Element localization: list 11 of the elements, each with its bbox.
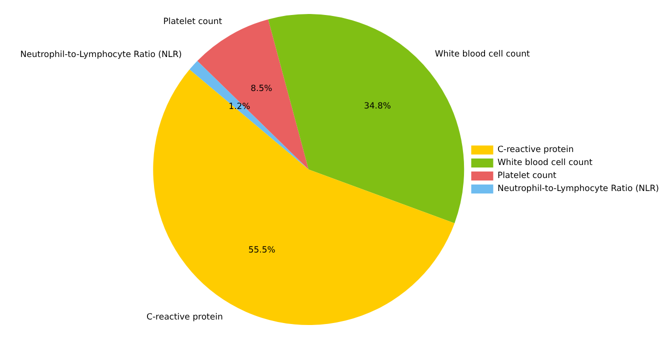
slice-label: White blood cell count [434, 49, 530, 60]
slice-label: C-reactive protein [146, 312, 223, 323]
legend-label: Neutrophil-to-Lymphocyte Ratio (NLR) [497, 184, 660, 194]
legend-label: White blood cell count [497, 158, 594, 168]
slice-label: Platelet count [163, 17, 223, 28]
legend-label: C-reactive protein [497, 145, 574, 156]
legend-label: Platelet count [497, 171, 558, 182]
data-label: 8.5% [250, 84, 272, 94]
slice-label: Neutrophil-to-Lymphocyte Ratio (NLR) [20, 50, 182, 60]
data-label: 55.5% [248, 245, 276, 256]
data-label: 34.8% [364, 102, 391, 112]
